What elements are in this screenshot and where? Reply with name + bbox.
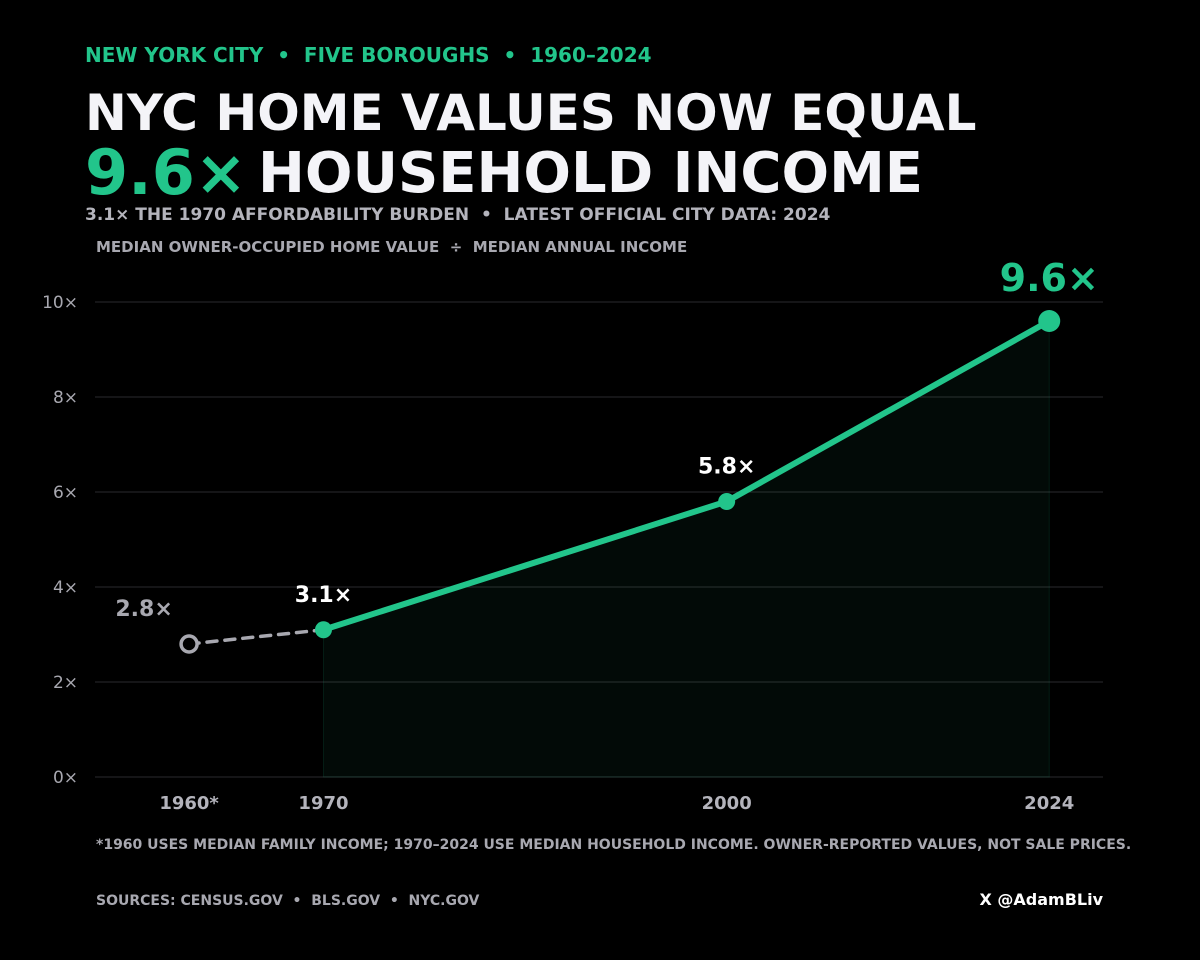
y-tick-label: 0× xyxy=(53,768,78,788)
data-label: 5.8× xyxy=(698,455,755,480)
x-tick-label: 2000 xyxy=(702,793,752,814)
data-label: 9.6× xyxy=(1000,256,1099,300)
x-tick-label: 1960* xyxy=(159,793,219,814)
data-label: 3.1× xyxy=(295,583,352,608)
handle: X @AdamBLiv xyxy=(979,890,1103,909)
data-point xyxy=(1038,310,1061,332)
x-tick-label: 2024 xyxy=(1024,793,1074,814)
data-point xyxy=(179,634,199,654)
subtitle: 3.1× THE 1970 AFFORDABILITY BURDEN • LAT… xyxy=(85,205,831,225)
y-tick-label: 2× xyxy=(53,673,78,693)
line-segment xyxy=(187,628,326,646)
y-tick-label: 4× xyxy=(53,578,78,598)
title-rest: HOUSEHOLD INCOME xyxy=(258,141,923,206)
line-segment xyxy=(320,498,730,633)
y-tick-label: 10× xyxy=(42,293,78,313)
y-tick-label: 6× xyxy=(53,483,78,503)
y-tick-label: 8× xyxy=(53,388,78,408)
y-axis-label: MEDIAN OWNER-OCCUPIED HOME VALUE ÷ MEDIA… xyxy=(96,238,687,256)
title-highlight: 9.6× xyxy=(85,136,247,209)
line-segment xyxy=(723,318,1053,505)
sources: SOURCES: CENSUS.GOV • BLS.GOV • NYC.GOV xyxy=(96,893,479,909)
chart-title: NYC HOME VALUES NOW EQUAL xyxy=(85,84,976,142)
data-label: 2.8× xyxy=(115,597,172,622)
x-tick-label: 1970 xyxy=(298,793,348,814)
footnote: *1960 USES MEDIAN FAMILY INCOME; 1970–20… xyxy=(96,837,1131,853)
data-point xyxy=(314,621,332,639)
kicker: NEW YORK CITY • FIVE BOROUGHS • 1960–202… xyxy=(85,43,652,67)
data-point xyxy=(718,493,736,510)
